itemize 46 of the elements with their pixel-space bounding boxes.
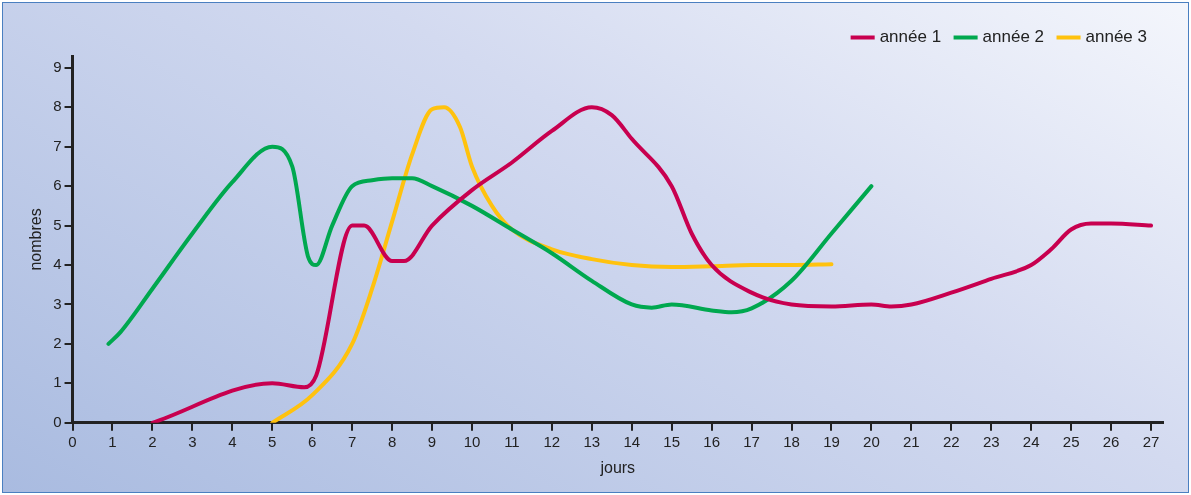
x-tick-label: 25 xyxy=(1062,432,1080,450)
x-tick-label: 14 xyxy=(623,432,641,450)
x-tick-label: 15 xyxy=(663,432,681,450)
x-tick-label: 23 xyxy=(982,432,1000,450)
y-tick-label: 2 xyxy=(53,334,62,352)
x-tick-label: 16 xyxy=(703,432,720,450)
x-tick-label: 10 xyxy=(463,432,481,450)
line-series xyxy=(150,105,1154,423)
x-tick-label: 4 xyxy=(228,432,237,450)
y-tick-label: 6 xyxy=(53,176,62,194)
x-tick-label: 12 xyxy=(543,432,561,450)
x-tick-label: 9 xyxy=(427,432,437,450)
x-tick-label: 2 xyxy=(148,432,157,450)
x-tick-label: 7 xyxy=(347,432,357,450)
x-tick-label: 18 xyxy=(783,432,800,450)
y-tick-label: 1 xyxy=(53,373,62,391)
x-tick-label: 20 xyxy=(863,432,880,450)
line-series xyxy=(106,144,874,346)
y-axis-title: nombres xyxy=(27,208,45,271)
legend-label: année 1 xyxy=(879,27,942,47)
x-tick-label: 21 xyxy=(903,432,920,450)
x-tick-label: 13 xyxy=(583,432,601,450)
x-tick-label: 8 xyxy=(387,432,397,450)
line-series xyxy=(270,105,834,423)
y-tick-label: 8 xyxy=(53,97,62,115)
x-tick-label: 26 xyxy=(1102,432,1120,450)
y-tick-label: 4 xyxy=(53,255,62,273)
x-tick-label: 0 xyxy=(68,432,77,450)
x-tick-label: 24 xyxy=(1022,432,1040,450)
legend-label: année 2 xyxy=(982,27,1045,47)
y-tick-label: 7 xyxy=(53,136,62,154)
y-tick-label: 5 xyxy=(53,215,62,233)
y-tick-label: 3 xyxy=(53,294,62,312)
x-tick-label: 6 xyxy=(308,432,317,450)
x-tick-label: 19 xyxy=(823,432,840,450)
legend-label: année 3 xyxy=(1085,27,1147,47)
y-tick-label: 0 xyxy=(53,412,62,430)
x-tick-label: 3 xyxy=(188,432,197,450)
x-axis-title: jours xyxy=(599,458,636,476)
x-tick-label: 1 xyxy=(108,432,117,450)
x-tick-label: 17 xyxy=(743,432,760,450)
x-tick-label: 27 xyxy=(1142,432,1160,450)
x-tick-label: 22 xyxy=(942,432,960,450)
y-tick-label: 9 xyxy=(53,57,62,75)
x-tick-label: 5 xyxy=(268,432,277,450)
x-tick-label: 11 xyxy=(504,432,520,450)
